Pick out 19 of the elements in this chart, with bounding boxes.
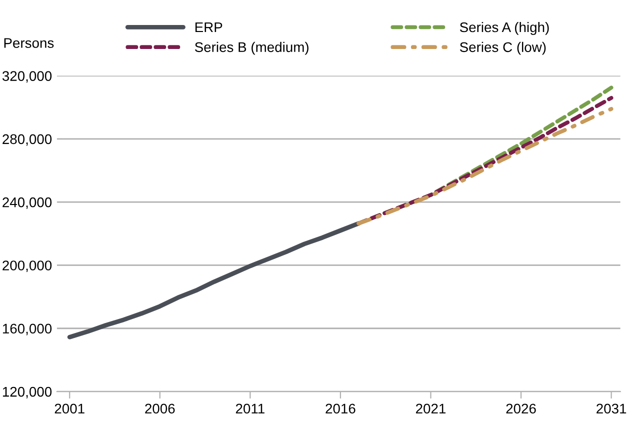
x-tick-label: 2016 — [326, 404, 356, 414]
y-tick-label: 200,000 — [2, 260, 52, 272]
x-tick-label: 2021 — [416, 404, 446, 414]
y-tick-label: 320,000 — [2, 71, 52, 83]
legend-label: ERP — [195, 22, 222, 32]
legend-label: Series C (low) — [460, 42, 546, 55]
y-tick-label: 160,000 — [2, 324, 52, 336]
line-series — [67, 221, 361, 340]
x-tick-label: 2031 — [596, 404, 626, 414]
legend-label: Series A (high) — [460, 22, 549, 35]
x-tick-label: 2001 — [54, 404, 84, 414]
y-tick-label: 240,000 — [2, 197, 52, 209]
legend-label: Series B (medium) — [194, 42, 308, 55]
x-tick-label: 2011 — [236, 404, 264, 414]
y-tick-label: 280,000 — [2, 134, 52, 146]
x-tick-label: 2006 — [145, 404, 175, 414]
y-axis-title: Persons — [4, 38, 54, 48]
y-tick-label: 120,000 — [2, 386, 52, 398]
x-tick-label: 2026 — [506, 404, 536, 414]
